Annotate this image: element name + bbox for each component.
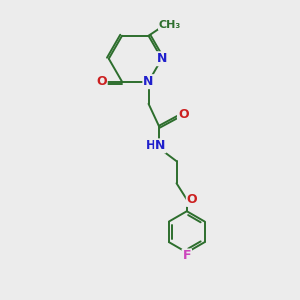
Text: O: O <box>96 75 107 88</box>
Text: H: H <box>146 140 155 152</box>
Text: O: O <box>178 108 189 121</box>
Text: N: N <box>157 52 167 65</box>
Text: N: N <box>155 140 166 152</box>
Text: N: N <box>143 75 154 88</box>
Text: F: F <box>183 250 191 262</box>
Text: O: O <box>187 193 197 206</box>
Text: CH₃: CH₃ <box>159 20 181 30</box>
